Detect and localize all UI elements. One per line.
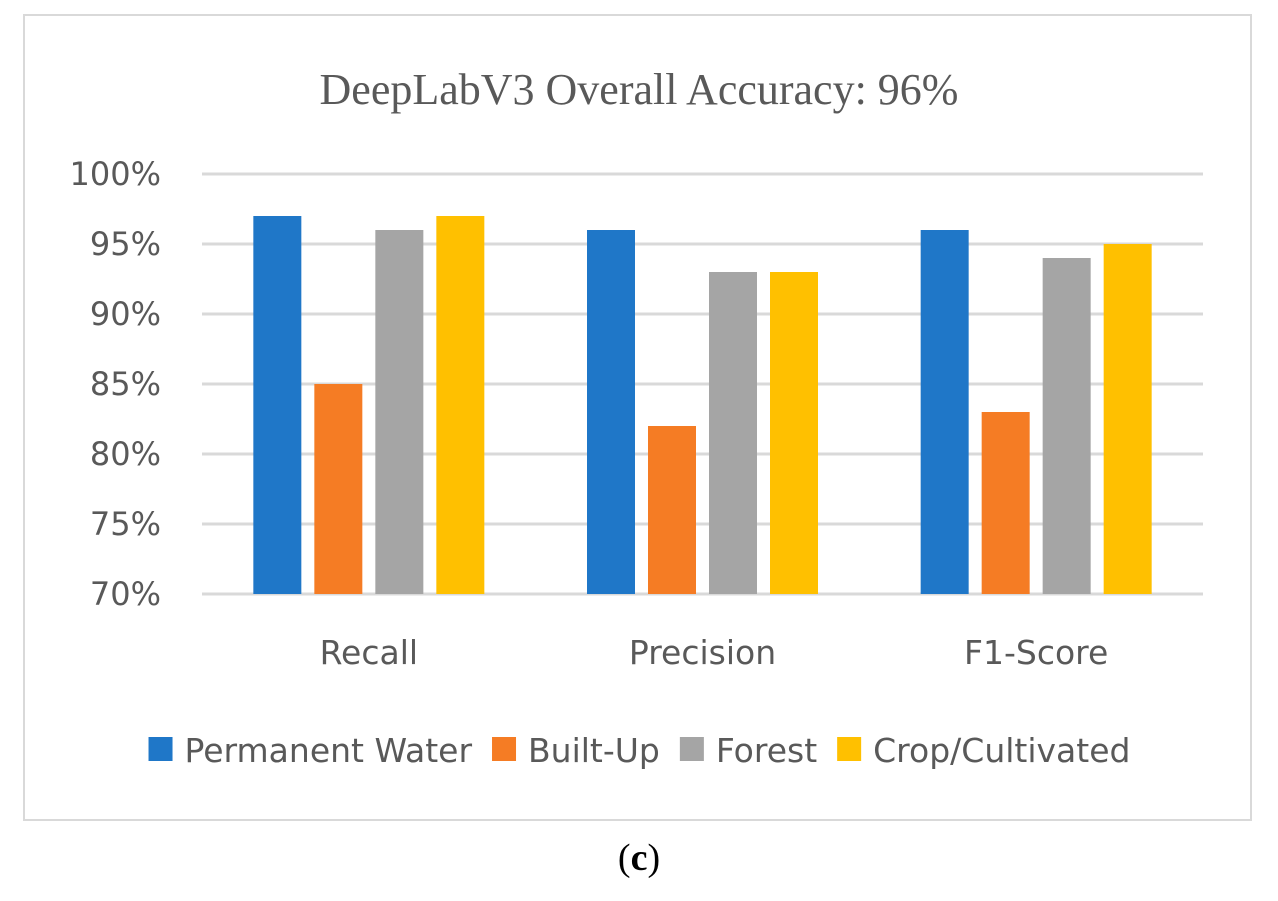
caption-close: ) <box>647 837 661 879</box>
x-category-label: Precision <box>629 633 776 672</box>
bar-crop-cultivated-recall <box>436 216 485 594</box>
chart-frame: DeepLabV3 Overall Accuracy: 96% 70% 75% 80… <box>23 14 1252 821</box>
legend-label: Crop/Cultivated <box>873 731 1130 770</box>
y-axis-ticks: 70% 75% 80% 85% 90% 95% 100% <box>70 155 161 613</box>
bar-forest-recall <box>375 230 424 594</box>
legend-swatch <box>148 737 173 761</box>
bar-permanent-water-recall <box>253 216 302 594</box>
bar-built-up-f1-score <box>981 412 1030 594</box>
y-tick-label: 85% <box>90 365 161 403</box>
legend-label: Permanent Water <box>185 731 473 770</box>
bar-crop-cultivated-precision <box>770 272 818 594</box>
caption-open: ( <box>617 837 631 879</box>
y-tick-label: 100% <box>70 155 161 193</box>
grid-layer <box>202 172 1203 596</box>
y-tick-label: 70% <box>90 575 161 613</box>
legend-swatch <box>679 737 704 761</box>
bar-crop-cultivated-f1-score <box>1103 244 1152 594</box>
bar-built-up-recall <box>314 384 363 594</box>
bar-forest-precision <box>709 272 757 594</box>
y-tick-label: 90% <box>90 295 161 333</box>
x-category-label: Recall <box>320 633 418 672</box>
chart-title: DeepLabV3 Overall Accuracy: 96% <box>320 65 959 114</box>
bar-built-up-precision <box>648 426 696 594</box>
chart-svg: DeepLabV3 Overall Accuracy: 96% 70% 75% 80… <box>70 65 1203 770</box>
figure-caption: (c) <box>0 836 1278 880</box>
legend-label: Forest <box>716 731 817 770</box>
bar-permanent-water-precision <box>587 230 635 594</box>
y-tick-label: 80% <box>90 435 161 473</box>
x-category-label: F1-Score <box>964 633 1108 672</box>
bar-forest-f1-score <box>1042 258 1091 594</box>
x-axis-categories: Recall Precision F1-Score <box>320 633 1109 672</box>
legend: Permanent Water Built-Up Forest Crop/Cultiv… <box>148 731 1130 770</box>
legend-swatch <box>837 737 862 761</box>
bar-layer <box>253 216 1152 594</box>
legend-swatch <box>492 737 517 761</box>
y-tick-label: 95% <box>90 225 161 263</box>
bar-permanent-water-f1-score <box>920 230 969 594</box>
y-tick-label: 75% <box>90 505 161 543</box>
legend-label: Built-Up <box>528 731 660 770</box>
caption-letter: c <box>630 837 648 879</box>
